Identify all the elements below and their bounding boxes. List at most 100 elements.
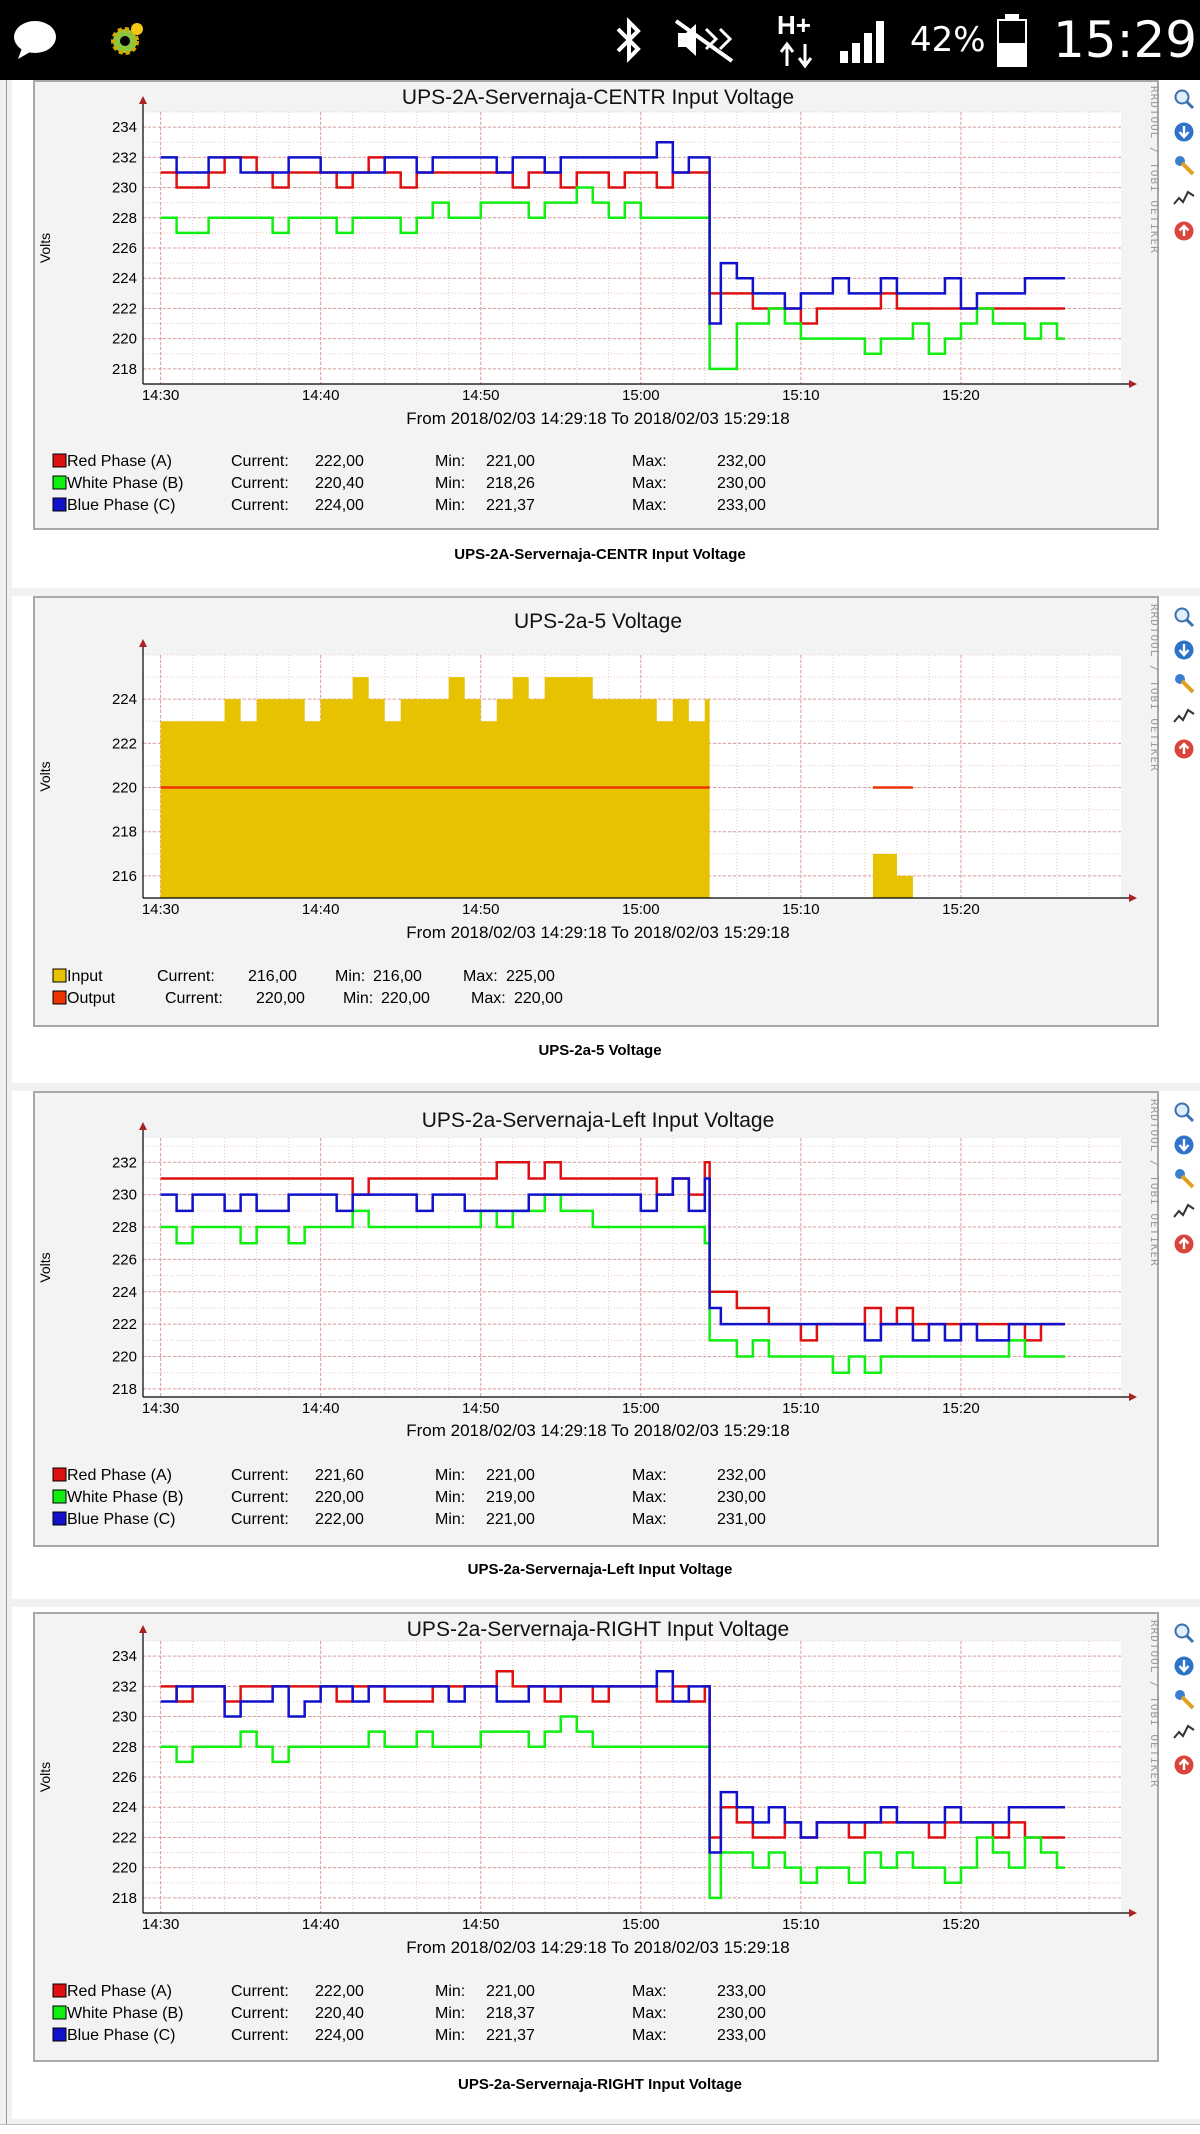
legend-min-label: Min: — [435, 1489, 465, 1506]
x-tick-label: 14:30 — [142, 1916, 180, 1933]
x-tick-label: 15:10 — [782, 387, 820, 404]
graph-ups-2a-5-svg: 14:30 14:40 14:50 15:00 15:10 15:20 216 218 220 2… — [37, 610, 1137, 1007]
legend-current-value: 221,60 — [315, 1467, 364, 1484]
x-axis-arrow — [1129, 380, 1137, 388]
y-tick-label: 222 — [112, 1829, 137, 1846]
time-range-text: From 2018/02/03 14:29:18 To 2018/02/03 1… — [406, 923, 789, 942]
edit-wrench-icon[interactable] — [1173, 672, 1195, 694]
chat-bubble-icon — [10, 0, 60, 80]
y-tick-label: 228 — [112, 1739, 137, 1756]
y-tick-label: 234 — [112, 1648, 137, 1665]
y-tick-label: 226 — [112, 1769, 137, 1786]
up-arrow-icon[interactable] — [1173, 1233, 1195, 1255]
signal-strength-icon — [838, 0, 894, 80]
legend-current-value: 220,40 — [315, 475, 364, 492]
zoom-icon[interactable] — [1173, 88, 1195, 110]
download-icon[interactable] — [1173, 1134, 1195, 1156]
legend-max-value: 231,00 — [717, 1511, 766, 1528]
trend-line-icon[interactable] — [1173, 1721, 1195, 1743]
up-arrow-icon[interactable] — [1173, 1754, 1195, 1776]
legend-max-label: Max: — [471, 990, 506, 1007]
legend-series-name: Output — [67, 990, 116, 1007]
graph-title: UPS-2a-5 Voltage — [514, 610, 682, 633]
y-tick-label: 232 — [112, 1154, 137, 1171]
network-type-text: H+ — [777, 10, 811, 40]
y-tick-label: 232 — [112, 149, 137, 166]
legend-min-value: 218,37 — [486, 2005, 535, 2022]
x-axis-arrow — [1129, 894, 1137, 902]
x-tick-label: 14:50 — [462, 901, 500, 918]
edit-wrench-icon[interactable] — [1173, 1167, 1195, 1189]
legend-series-name: Red Phase (A) — [67, 1467, 172, 1484]
x-tick-label: 15:20 — [942, 1916, 980, 1933]
legend-current-value: 224,00 — [315, 497, 364, 514]
y-tick-label: 230 — [112, 1187, 137, 1204]
legend-max-value: 233,00 — [717, 497, 766, 514]
y-tick-label: 224 — [112, 1284, 137, 1301]
y-axis-label: Volts — [37, 1252, 53, 1282]
legend-min-label: Min: — [435, 497, 465, 514]
legend-current-value: 222,00 — [315, 1511, 364, 1528]
rrdtool-watermark: RRDTOOL / TOBI OETIKER — [1148, 604, 1161, 772]
up-arrow-icon[interactable] — [1173, 738, 1195, 760]
legend-series-name: Blue Phase (C) — [67, 1511, 176, 1528]
legend-current-value: 222,00 — [315, 453, 364, 470]
legend-swatch — [52, 2027, 67, 2042]
download-icon[interactable] — [1173, 1655, 1195, 1677]
series-area-input — [872, 853, 913, 898]
series-line-white-phase — [160, 186, 1065, 371]
legend-max-label: Max: — [632, 2027, 667, 2044]
zoom-icon[interactable] — [1173, 1622, 1195, 1644]
legend-min-label: Min: — [435, 2005, 465, 2022]
legend-max-value: 220,00 — [514, 990, 563, 1007]
rrdtool-watermark: RRDTOOL / TOBI OETIKER — [1148, 1099, 1161, 1267]
legend-current-label: Current: — [231, 1489, 289, 1506]
legend-current-label: Current: — [231, 2005, 289, 2022]
legend-max-value: 225,00 — [506, 968, 555, 985]
download-icon[interactable] — [1173, 639, 1195, 661]
zoom-icon[interactable] — [1173, 1101, 1195, 1123]
y-tick-label: 228 — [112, 210, 137, 227]
trend-line-icon[interactable] — [1173, 1200, 1195, 1222]
battery-percentage: 42% — [910, 20, 986, 60]
bluetooth-icon — [612, 0, 646, 80]
download-icon[interactable] — [1173, 121, 1195, 143]
legend-min-value: 219,00 — [486, 1489, 535, 1506]
legend-swatch — [52, 497, 67, 512]
x-tick-label: 14:30 — [142, 901, 180, 918]
y-tick-label: 218 — [112, 824, 137, 841]
edit-wrench-icon[interactable] — [1173, 1688, 1195, 1710]
x-tick-label: 15:00 — [622, 387, 660, 404]
trend-line-icon[interactable] — [1173, 187, 1195, 209]
legend-min-label: Min: — [435, 475, 465, 492]
graph-image-right[interactable]: 14:30 14:40 14:50 15:00 15:10 15:20 218 220 222 2… — [33, 1612, 1159, 2062]
legend-current-label: Current: — [231, 1983, 289, 2000]
up-arrow-icon[interactable] — [1173, 220, 1195, 242]
legend-current-label: Current: — [165, 990, 223, 1007]
y-tick-label: 228 — [112, 1219, 137, 1236]
y-tick-label: 224 — [112, 270, 137, 287]
graph-image-centr[interactable]: 14:30 14:40 14:50 15:00 15:10 15:20 218 220 222 2… — [33, 80, 1159, 530]
trend-line-icon[interactable] — [1173, 705, 1195, 727]
edit-wrench-icon[interactable] — [1173, 154, 1195, 176]
series-line-blue-phase — [160, 140, 1065, 325]
legend-min-value: 221,00 — [486, 1511, 535, 1528]
zoom-icon[interactable] — [1173, 606, 1195, 628]
legend-min-value: 220,00 — [381, 990, 430, 1007]
x-tick-label: 14:40 — [302, 901, 340, 918]
graph-title: UPS-2A-Servernaja-CENTR Input Voltage — [402, 86, 794, 109]
x-axis-arrow — [1129, 1909, 1137, 1917]
graph-controls-centr — [1173, 88, 1199, 253]
graph-image-left[interactable]: 14:30 14:40 14:50 15:00 15:10 15:20 218 220 222 2… — [33, 1091, 1159, 1547]
graph-image-ups-2a-5[interactable]: 14:30 14:40 14:50 15:00 15:10 15:20 216 218 220 2… — [33, 596, 1159, 1027]
legend-series-name: Blue Phase (C) — [67, 2027, 176, 2044]
legend-max-value: 232,00 — [717, 453, 766, 470]
network-type-indicator: H+ — [775, 0, 823, 80]
battery-icon — [995, 0, 1029, 80]
legend-current-value: 220,00 — [315, 1489, 364, 1506]
graph-caption-left: UPS-2a-Servernaja-Left Input Voltage — [467, 1561, 733, 1578]
y-tick-label: 220 — [112, 1349, 137, 1366]
legend-min-label: Min: — [335, 968, 365, 985]
x-tick-label: 15:20 — [942, 901, 980, 918]
mute-vibrate-icon — [672, 0, 736, 80]
